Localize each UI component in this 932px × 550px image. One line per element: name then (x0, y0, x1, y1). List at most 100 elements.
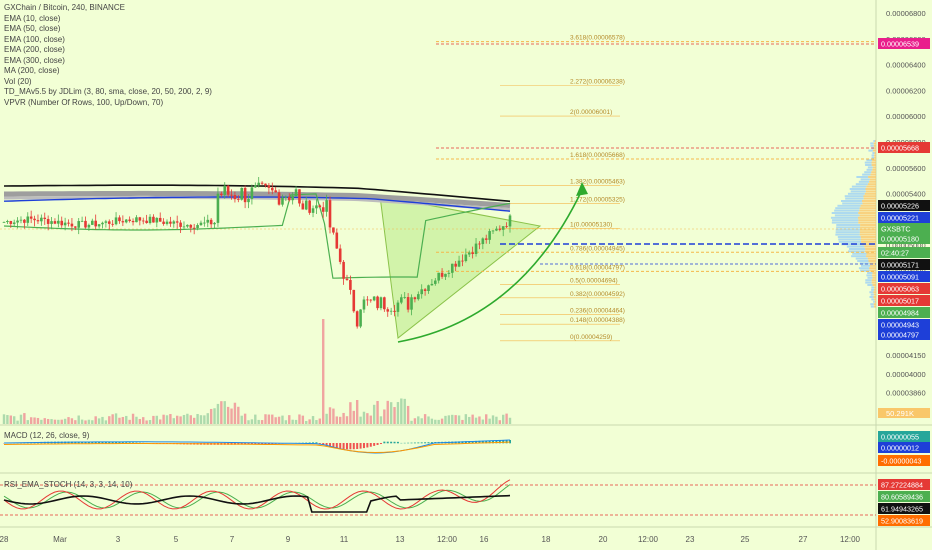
vpvr-bar (864, 171, 872, 174)
legend-item[interactable]: EMA (50, close) (4, 24, 61, 33)
vpvr-bar (872, 276, 876, 279)
volume-bar (216, 403, 220, 424)
rsi-tag-label: 80.60589436 (881, 493, 923, 502)
legend-item[interactable]: EMA (100, close) (4, 34, 65, 44)
candle-body (325, 200, 328, 212)
legend-item[interactable]: VPVR (Number Of Rows, 100, Up/Down, 70) (4, 97, 164, 107)
volume-bar (328, 407, 332, 424)
candle-body (26, 216, 30, 223)
candle-body (33, 218, 36, 221)
volume-bar (155, 415, 159, 424)
vpvr-bar (871, 154, 875, 157)
candle-body (223, 185, 227, 196)
candle-body (481, 238, 485, 245)
x-tick-label: 27 (799, 535, 808, 544)
vpvr-bar (866, 252, 876, 255)
macd-histogram-bar (247, 443, 250, 445)
vpvr-bar (860, 226, 876, 229)
volume-bar (260, 420, 264, 424)
volume-bar (108, 416, 111, 424)
volume-bar (264, 414, 267, 424)
macd-histogram-bar (417, 442, 420, 444)
macd-histogram-bar (373, 443, 376, 446)
price-tag-label: 0.00005221 (881, 214, 919, 223)
candle-body (101, 222, 104, 225)
candle-body (196, 225, 199, 229)
candle-body (274, 190, 277, 193)
vpvr-bar (867, 166, 873, 169)
candle-body (16, 220, 19, 223)
candle-body (141, 220, 145, 222)
volume-bar (305, 420, 308, 424)
volume-bar (135, 416, 138, 424)
y-tick-label: 0.00005400 (886, 190, 926, 199)
rsi-title: RSI_EMA_STOCH (14, 3, 3, 14, 10) (4, 480, 133, 489)
volume-bar (478, 416, 481, 424)
y-tick-label: 0.00006800 (886, 9, 926, 18)
candle-body (308, 200, 311, 213)
arrow-head (576, 182, 588, 196)
volume-bar (417, 416, 420, 424)
volume-bar (57, 419, 60, 424)
volume-bar (386, 400, 389, 424)
candle-body (362, 299, 366, 310)
x-tick-label: 3 (116, 535, 121, 544)
macd-histogram-bar (111, 441, 114, 444)
candle-body (335, 232, 339, 249)
volume-bar (250, 419, 254, 424)
candle-body (60, 220, 64, 226)
vpvr-bar (864, 245, 876, 248)
volume-bar (23, 413, 26, 424)
volume-bar (311, 416, 315, 424)
volume-bar (230, 408, 233, 424)
candle-body (84, 220, 87, 228)
vpvr-bar (846, 245, 865, 248)
macd-histogram-bar (125, 442, 128, 444)
price-tag-label: 0.00004984 (881, 309, 919, 318)
volume-bar (220, 401, 223, 424)
candle-body (281, 197, 284, 205)
volume-bar (274, 417, 277, 424)
candle-body (359, 309, 362, 327)
macd-histogram-bar (492, 440, 495, 444)
volume-bar (12, 416, 16, 424)
volume-bar (389, 402, 393, 424)
y-tick-label: 0.00006200 (886, 86, 926, 95)
legend-item[interactable]: TD_MAv5.5 by JDLim (3, 80, sma, close, 2… (4, 87, 212, 96)
candle-body (352, 289, 356, 312)
price-tag (878, 295, 930, 306)
vpvr-bar (844, 195, 864, 198)
candle-body (131, 220, 135, 223)
legend-item[interactable]: Vol (20) (4, 76, 32, 86)
vpvr-bar (866, 168, 873, 171)
vpvr-bar (860, 224, 876, 226)
candle-body (437, 272, 440, 281)
vpvr-bar (874, 140, 876, 142)
price-tag-label: 0.00005017 (881, 297, 919, 306)
candle-body (247, 198, 250, 203)
volume-bar (223, 401, 226, 424)
legend-item[interactable]: EMA (200, close) (4, 45, 65, 54)
candle-body (152, 216, 155, 223)
vpvr-bar (867, 257, 876, 260)
vpvr-bar (874, 154, 876, 157)
macd-histogram-bar (138, 442, 141, 444)
vpvr-bar (865, 248, 876, 250)
candle-body (80, 220, 84, 222)
legend-item[interactable]: EMA (10, close) (4, 13, 61, 23)
fib-level-label: 1.382(0.00005463) (570, 178, 625, 185)
volume-bar (189, 415, 192, 424)
volume-bar (125, 415, 128, 424)
legend-item[interactable]: MA (200, close) (4, 66, 60, 75)
vpvr-bar (858, 267, 870, 270)
macd-histogram-bar (101, 441, 104, 444)
vpvr-bar (864, 250, 876, 253)
volume-bar (308, 419, 311, 424)
volume-bar (77, 415, 80, 424)
vpvr-bar (835, 231, 860, 234)
legend-item[interactable]: EMA (300, close) (4, 55, 65, 65)
volume-bar (454, 415, 457, 424)
macd-histogram-bar (257, 443, 260, 445)
